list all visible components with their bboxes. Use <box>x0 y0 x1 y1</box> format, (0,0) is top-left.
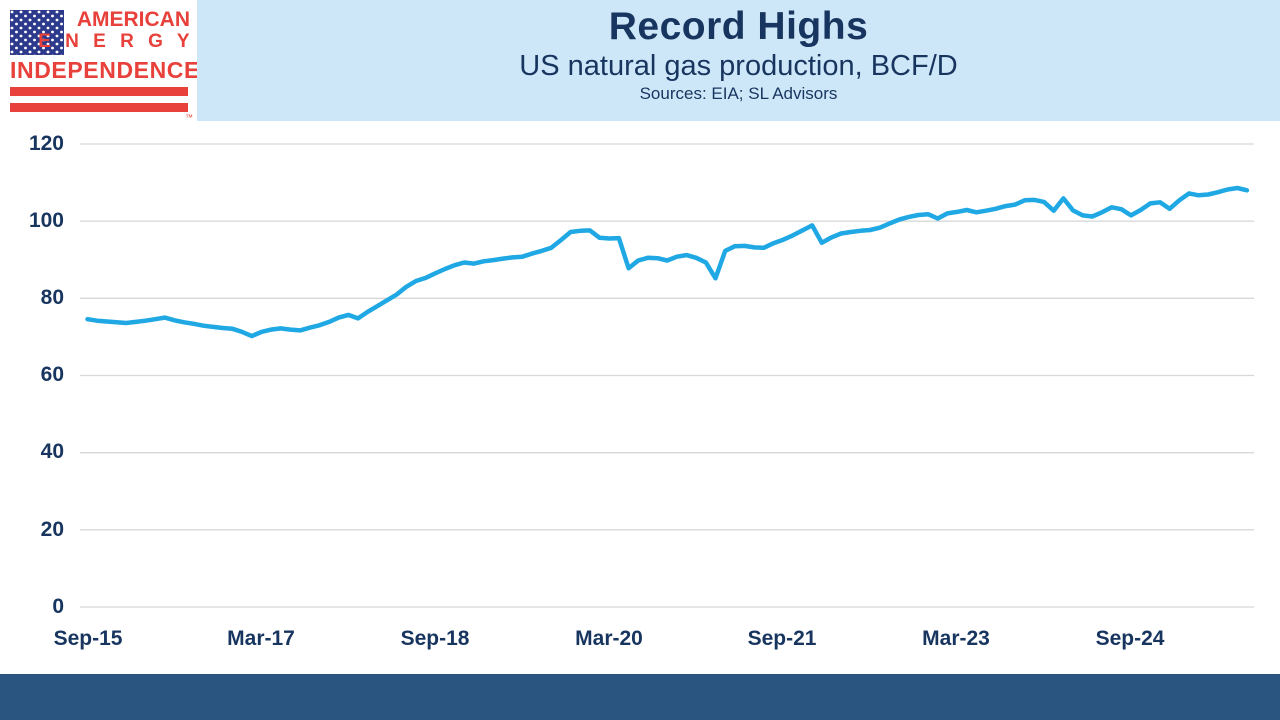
x-axis-tick-label: Sep-18 <box>400 627 470 650</box>
y-axis-tick-label: 0 <box>52 595 64 618</box>
page-title: Record Highs <box>608 5 869 48</box>
logo-text-american: AMERICAN <box>76 8 190 31</box>
y-axis-tick-label: 60 <box>40 363 64 386</box>
x-axis-tick-label: Sep-15 <box>53 627 123 650</box>
gas-production-line <box>85 185 1250 339</box>
x-axis-tick-label: Mar-17 <box>227 627 295 650</box>
y-axis-tick-label: 40 <box>40 440 64 463</box>
american-energy-independence-logo: AMERICAN E N E R G Y INDEPENDENCE ™ <box>10 8 199 122</box>
logo-text-energy: E N E R G Y <box>38 31 194 52</box>
flag-stripe-icon <box>10 87 188 96</box>
flag-stars-icon <box>10 10 64 55</box>
x-axis-tick-label: Sep-21 <box>747 627 817 650</box>
x-axis-tick-label: Mar-20 <box>575 627 643 650</box>
trademark-symbol: ™ <box>185 113 193 122</box>
footer-bar <box>0 674 1280 720</box>
y-axis-tick-label: 100 <box>28 209 64 232</box>
y-axis-tick-label: 120 <box>28 132 64 155</box>
x-axis-tick-label: Mar-23 <box>922 627 990 650</box>
header-band: Record Highs US natural gas production, … <box>197 0 1280 121</box>
page-subtitle: US natural gas production, BCF/D <box>519 50 958 82</box>
sources-note: Sources: EIA; SL Advisors <box>639 84 838 103</box>
flag-stripe-icon <box>10 103 188 112</box>
y-axis-tick-label: 80 <box>40 286 64 309</box>
x-axis-tick-label: Sep-24 <box>1095 627 1165 650</box>
y-axis-tick-label: 20 <box>40 518 64 541</box>
logo-text-independence: INDEPENDENCE <box>10 57 200 83</box>
